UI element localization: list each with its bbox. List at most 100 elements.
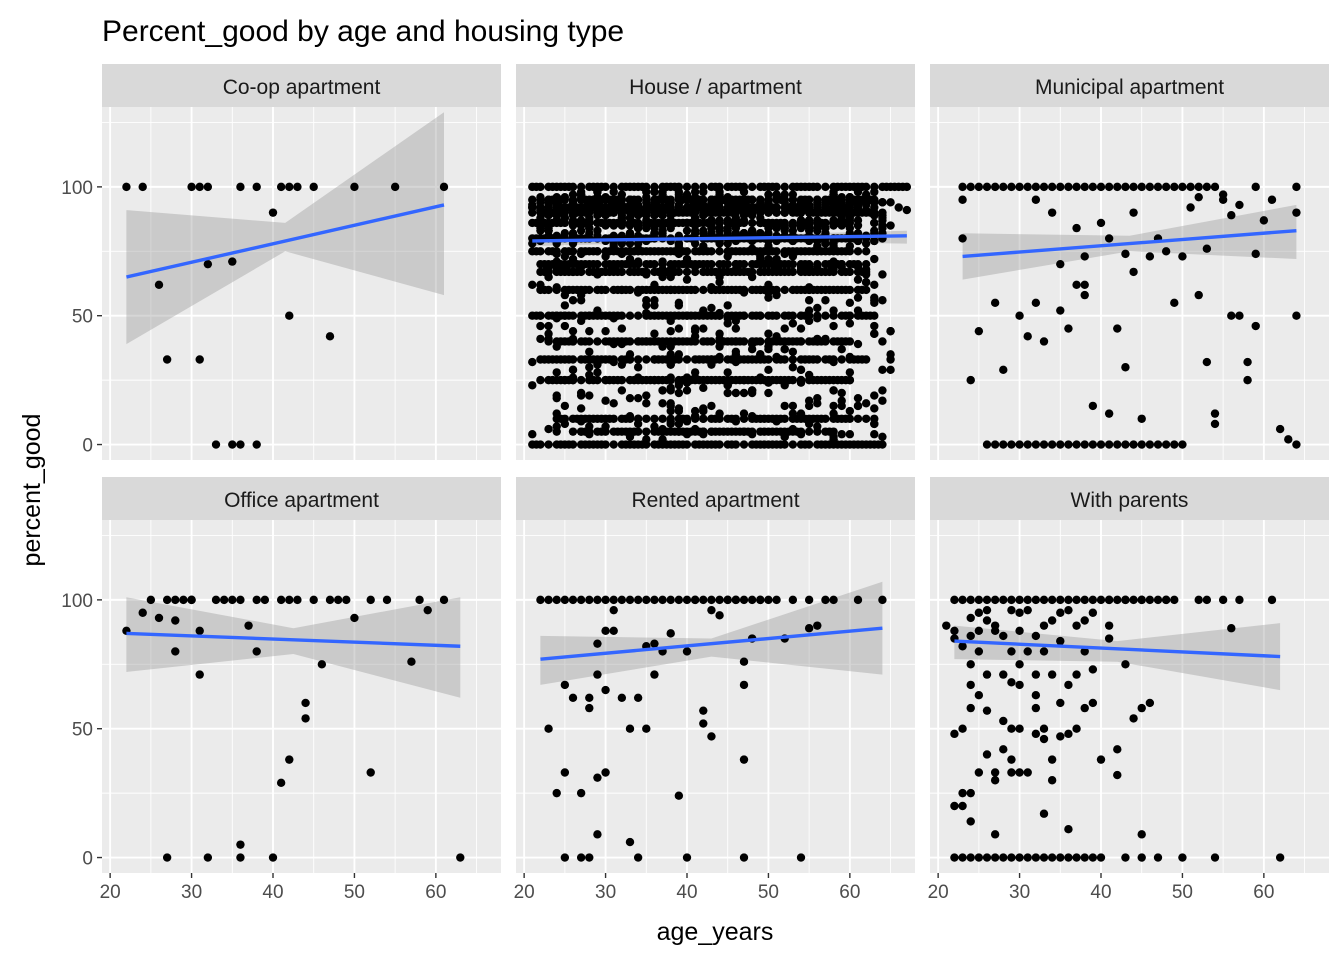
data-point [1056, 853, 1065, 862]
data-point [731, 357, 741, 367]
y-tick-label: 0 [82, 436, 93, 457]
data-point [1096, 218, 1106, 228]
data-point [203, 259, 213, 269]
data-point [633, 363, 643, 372]
data-point [1137, 595, 1146, 605]
data-point [837, 262, 846, 271]
data-point [633, 419, 643, 429]
data-point [1153, 853, 1163, 862]
data-point [723, 223, 732, 233]
data-point [236, 182, 245, 192]
data-point [747, 430, 757, 439]
data-point [674, 267, 684, 277]
data-point [552, 257, 561, 266]
data-point [878, 270, 887, 279]
data-point [528, 200, 537, 210]
data-point [552, 208, 561, 217]
data-point [642, 203, 651, 212]
data-point [796, 409, 806, 418]
data-point [813, 314, 822, 323]
data-point [536, 182, 545, 192]
data-point [731, 417, 741, 426]
data-point [739, 311, 749, 320]
data-point [780, 285, 789, 295]
data-point [1039, 621, 1049, 630]
data-point [1080, 440, 1089, 449]
data-point [633, 373, 643, 382]
data-point [878, 216, 887, 225]
data-point [756, 198, 765, 207]
data-point [439, 595, 449, 605]
data-point [747, 195, 757, 204]
data-point [325, 332, 335, 341]
data-point [966, 375, 975, 385]
data-point [625, 285, 635, 295]
data-point [1015, 768, 1024, 777]
data-point [861, 270, 871, 279]
data-point [536, 247, 545, 256]
data-point [585, 337, 594, 346]
data-point [1015, 680, 1024, 690]
data-point [715, 440, 724, 449]
data-point [528, 357, 537, 367]
data-point [1267, 195, 1277, 204]
data-point [878, 198, 887, 207]
data-point [609, 314, 618, 323]
data-point [739, 440, 749, 449]
data-point [772, 332, 781, 341]
data-point [804, 262, 814, 271]
data-point [715, 226, 724, 235]
data-point [1015, 608, 1024, 617]
data-point [950, 595, 959, 605]
data-point [796, 430, 806, 439]
data-point [878, 440, 887, 449]
x-tick-label: 40 [1090, 882, 1111, 903]
data-point [739, 595, 749, 605]
data-point [1072, 853, 1081, 862]
data-point [772, 190, 781, 199]
data-point [845, 319, 855, 328]
data-point [780, 381, 789, 390]
data-point [1121, 182, 1130, 192]
data-point [739, 187, 749, 197]
data-point [658, 218, 667, 228]
strip-label: Office apartment [224, 489, 379, 512]
data-point [1047, 440, 1057, 449]
data-point [1039, 853, 1049, 862]
data-point [739, 409, 749, 418]
panel-background [102, 107, 501, 460]
data-point [423, 605, 432, 615]
data-point [902, 205, 912, 215]
data-point [861, 239, 871, 248]
points-with-parents [942, 595, 1285, 862]
data-point [1056, 595, 1065, 605]
data-point [715, 198, 724, 207]
data-point [674, 192, 684, 202]
data-point [617, 311, 627, 320]
data-point [699, 226, 708, 235]
data-point [861, 247, 871, 256]
data-point [658, 386, 667, 395]
data-point [837, 192, 846, 202]
data-point [1202, 595, 1212, 605]
data-point [845, 285, 855, 295]
data-point [982, 750, 992, 759]
data-point [966, 680, 975, 690]
data-point [674, 381, 684, 390]
data-point [617, 213, 627, 222]
data-point [593, 306, 602, 315]
data-point [366, 595, 375, 605]
data-point [1007, 768, 1016, 777]
panel-with-parents: With parents 20 30 40 50 60 [928, 477, 1329, 903]
data-point [593, 200, 602, 210]
data-point [813, 399, 822, 408]
data-point [690, 332, 700, 341]
data-point [1015, 182, 1024, 192]
data-point [682, 190, 692, 199]
data-point [990, 182, 1000, 192]
data-point [593, 773, 602, 782]
data-point [804, 440, 814, 449]
data-point [731, 347, 741, 356]
data-point [756, 229, 765, 238]
data-point [585, 422, 594, 431]
